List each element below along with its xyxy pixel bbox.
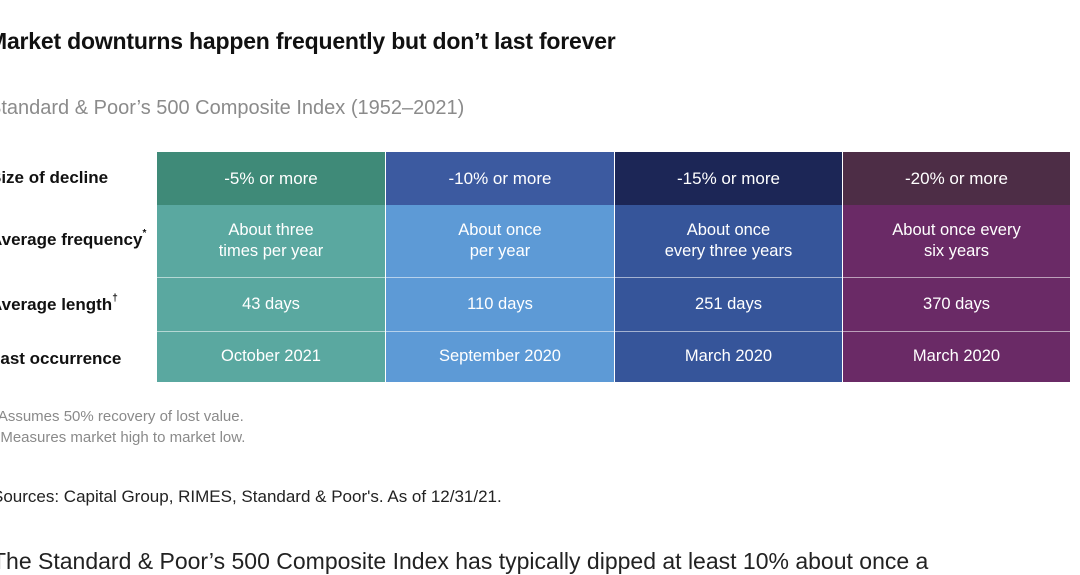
page-subtitle: Standard & Poor’s 500 Composite Index (1… <box>0 97 465 119</box>
cell-frequency-10pct: About once per year <box>386 205 614 277</box>
decline-table: -5% or more About three times per year 4… <box>157 152 1070 382</box>
cell-last-5pct: October 2021 <box>157 331 385 382</box>
body-paragraph: The Standard & Poor’s 500 Composite Inde… <box>0 548 929 574</box>
row-label-length: Average length† <box>0 293 118 315</box>
row-divider <box>157 277 1070 278</box>
cell-header-5pct: -5% or more <box>157 152 385 205</box>
cell-frequency-20pct: About once every six years <box>843 205 1070 277</box>
length-footnote-mark: † <box>112 293 118 304</box>
cell-frequency-15pct: About once every three years <box>615 205 842 277</box>
row-divider <box>157 331 1070 332</box>
cell-length-5pct: 43 days <box>157 277 385 331</box>
page-title: Market downturns happen frequently but d… <box>0 28 616 54</box>
cell-length-10pct: 110 days <box>386 277 614 331</box>
cell-length-15pct: 251 days <box>615 277 842 331</box>
cell-header-10pct: -10% or more <box>386 152 614 205</box>
row-label-length-text: Average length <box>0 295 113 314</box>
cell-last-20pct: March 2020 <box>843 331 1070 382</box>
row-label-size: Size of decline <box>0 168 109 187</box>
footnote-measures: †Measures market high to market low. <box>0 429 246 446</box>
cell-last-15pct: March 2020 <box>615 331 842 382</box>
cell-length-20pct: 370 days <box>843 277 1070 331</box>
cell-last-10pct: September 2020 <box>386 331 614 382</box>
cell-frequency-5pct: About three times per year <box>157 205 385 277</box>
row-label-frequency: Average frequency* <box>0 228 147 250</box>
row-label-frequency-text: Average frequency <box>0 230 143 249</box>
row-label-last: Last occurrence <box>0 349 122 368</box>
cell-header-15pct: -15% or more <box>615 152 842 205</box>
cell-header-20pct: -20% or more <box>843 152 1070 205</box>
sources-note: Sources: Capital Group, RIMES, Standard … <box>0 487 502 506</box>
footnote-recovery: *Assumes 50% recovery of lost value. <box>0 408 244 425</box>
frequency-footnote-mark: * <box>142 228 147 239</box>
